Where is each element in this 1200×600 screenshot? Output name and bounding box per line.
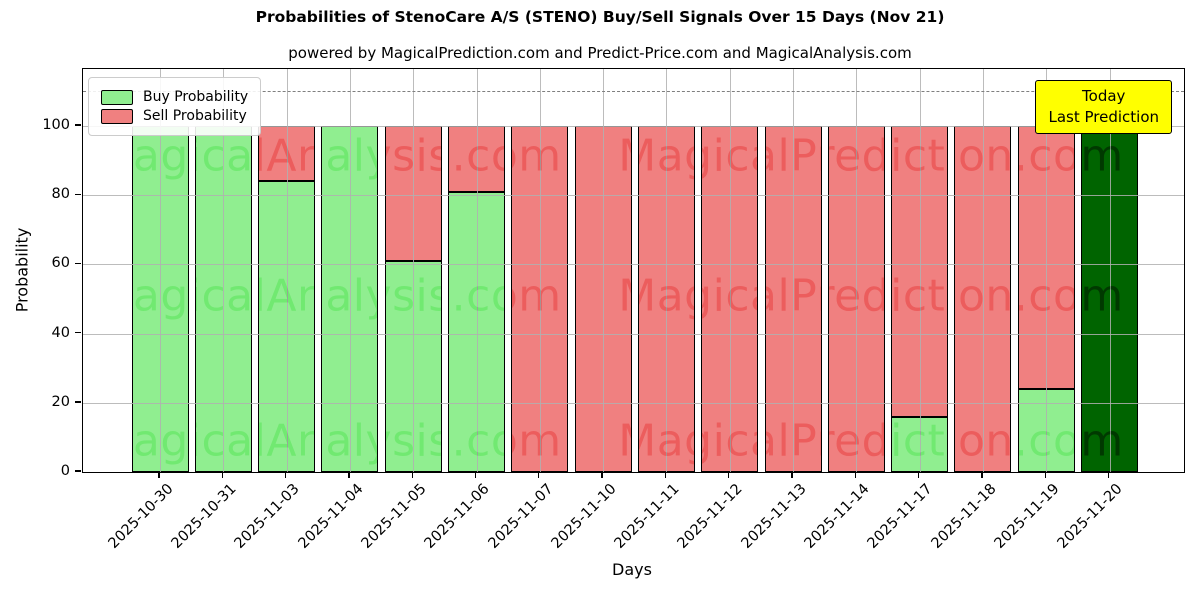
v-gridline-2025-11-03 [286,69,288,472]
y-tick-mark-20 [75,401,81,403]
x-tick-label-2025-10-31: 2025-10-31 [168,481,240,552]
x-tick-label-2025-11-10: 2025-11-10 [548,481,620,552]
y-tick-mark-100 [75,124,81,126]
x-tick-label-2025-11-04: 2025-11-04 [295,481,367,552]
x-tick-label-2025-11-14: 2025-11-14 [801,481,873,552]
plot-area: MagicalAnalysis.com MagicalPrediction.com… [82,68,1185,473]
buy-swatch-icon [101,89,133,105]
y-tick-mark-80 [75,193,81,195]
v-gridline-2025-10-30 [160,69,161,472]
watermark-text: MagicalPrediction.com [618,415,1124,467]
legend-item-buy: Buy Probability [101,89,248,105]
watermark-text: MagicalAnalysis.com [94,130,562,182]
h-gridline-80 [83,195,1184,197]
x-tick-mark-2025-11-14 [854,472,856,478]
h-gridline-40 [83,333,1184,335]
today-annotation: Today Last Prediction [1035,80,1172,134]
h-gridline-60 [83,264,1184,266]
v-gridline-2025-11-18 [982,69,984,472]
x-tick-label-2025-11-05: 2025-11-05 [358,481,430,552]
today-dashed-line [83,91,1184,93]
x-tick-label-2025-11-17: 2025-11-17 [865,481,936,552]
chart-subtitle: powered by MagicalPrediction.com and Pre… [288,44,912,62]
watermark-text: MagicalAnalysis.com [94,415,562,467]
x-tick-mark-2025-11-18 [981,472,983,478]
y-tick-mark-0 [75,470,81,472]
y-tick-label-60: 60 [51,255,70,272]
y-tick-mark-60 [75,262,81,265]
x-tick-label-2025-11-07: 2025-11-07 [485,481,557,552]
v-gridline-2025-11-04 [349,69,351,472]
x-tick-mark-2025-11-19 [1044,472,1046,478]
v-gridline-2025-10-31 [223,69,225,472]
today-annotation-line2: Last Prediction [1048,108,1159,126]
x-tick-label-2025-11-13: 2025-11-13 [738,481,810,552]
x-tick-mark-2025-11-20 [1107,472,1110,478]
y-tick-label-80: 80 [51,186,70,203]
v-gridline-2025-11-10 [603,69,605,472]
y-tick-label-0: 0 [60,463,70,479]
x-tick-mark-2025-11-05 [411,472,413,478]
watermark-text: MagicalPrediction.com [618,130,1124,182]
v-gridline-2025-11-11 [666,69,668,472]
x-tick-mark-2025-11-11 [664,472,667,478]
v-gridline-2025-11-12 [729,69,731,472]
watermark-text: MagicalAnalysis.com [94,270,562,322]
x-tick-mark-2025-10-30 [158,472,160,478]
x-tick-mark-2025-11-17 [917,472,920,478]
legend: Buy Probability Sell Probability [88,77,262,136]
x-tick-label-2025-11-06: 2025-11-06 [421,481,493,552]
today-annotation-line1: Today [1082,87,1126,105]
x-tick-label-2025-11-11: 2025-11-11 [611,481,683,552]
y-tick-label-20: 20 [51,393,70,410]
x-tick-mark-2025-11-03 [284,472,287,478]
y-tick-label-40: 40 [51,324,70,341]
x-tick-mark-2025-11-04 [348,472,350,478]
x-tick-label-2025-11-12: 2025-11-12 [675,481,747,552]
x-tick-label-2025-11-19: 2025-11-19 [991,481,1063,552]
x-tick-label-2025-11-18: 2025-11-18 [928,481,1000,552]
x-tick-label-2025-11-03: 2025-11-03 [232,481,303,552]
v-gridline-2025-11-06 [476,69,478,472]
x-tick-label-2025-10-30: 2025-10-30 [105,481,177,552]
x-tick-mark-2025-11-13 [791,472,793,478]
x-tick-mark-2025-11-10 [601,472,603,478]
v-gridline-2025-11-14 [856,69,858,472]
x-tick-mark-2025-10-31 [221,472,223,478]
x-tick-mark-2025-11-07 [538,472,540,478]
watermark-text: MagicalPrediction.com [618,270,1124,322]
y-tick-label-100: 100 [42,117,70,134]
x-tick-mark-2025-11-12 [728,472,730,478]
h-gridline-100 [83,126,1184,128]
sell-swatch-icon [101,108,133,124]
legend-label-sell: Sell Probability [143,108,247,124]
v-gridline-2025-11-19 [1046,69,1048,472]
y-tick-mark-40 [75,331,81,334]
x-axis-label: Days [612,560,652,579]
v-gridline-2025-11-13 [793,69,794,472]
v-gridline-2025-11-07 [539,69,541,472]
h-gridline-20 [83,402,1184,404]
legend-label-buy: Buy Probability [143,89,249,105]
v-gridline-2025-11-17 [919,69,921,472]
x-tick-label-2025-11-20: 2025-11-20 [1054,481,1126,552]
x-tick-mark-2025-11-06 [474,472,477,478]
chart-title: Probabilities of StenoCare A/S (STENO) B… [255,8,945,26]
v-gridline-2025-11-20 [1109,69,1111,472]
v-gridline-2025-11-05 [413,69,415,472]
legend-item-sell: Sell Probability [101,108,248,124]
